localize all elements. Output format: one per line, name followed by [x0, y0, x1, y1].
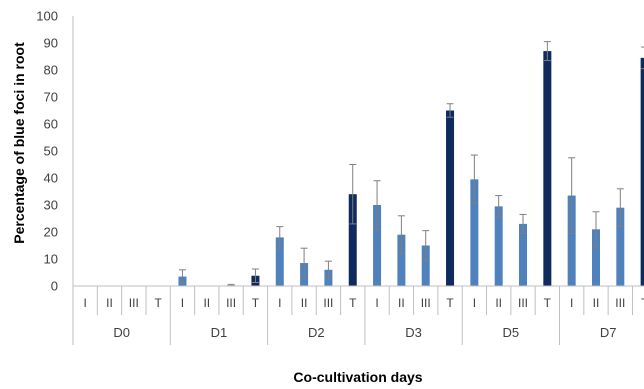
- bar: [519, 223, 528, 286]
- error-bar: [495, 195, 503, 218]
- y-tick-label: 10: [44, 252, 58, 267]
- axes: [72, 16, 644, 345]
- error-bar: [251, 268, 259, 283]
- y-tick-label: 60: [44, 117, 58, 132]
- category-label: III: [129, 296, 139, 310]
- x-axis-title: Co-cultivation days: [293, 369, 422, 385]
- category-label: T: [349, 296, 357, 310]
- group-label: D0: [113, 325, 130, 340]
- category-label: T: [252, 296, 260, 310]
- bar: [397, 234, 406, 286]
- error-bar: [446, 103, 454, 118]
- bar: [567, 195, 576, 286]
- y-axis-ticks: 0 10 20 30 40 50 60 70 80 90 100: [36, 9, 58, 294]
- category-label: III: [615, 296, 625, 310]
- category-label: T: [641, 296, 644, 310]
- category-label: I: [278, 296, 281, 310]
- bar: [470, 179, 479, 286]
- category-label: T: [154, 296, 162, 310]
- group-label: D2: [308, 325, 325, 340]
- category-label: III: [421, 296, 431, 310]
- category-label: III: [518, 296, 528, 310]
- error-bar: [397, 215, 405, 255]
- error-bar: [543, 41, 551, 62]
- y-tick-label: 50: [44, 144, 58, 159]
- total-bar: [640, 57, 644, 286]
- y-tick-label: 100: [36, 9, 58, 24]
- error-bar: [300, 247, 308, 279]
- category-label: III: [226, 296, 236, 310]
- category-label: II: [398, 296, 405, 310]
- total-bar: [543, 51, 552, 286]
- error-bar: [470, 154, 478, 205]
- bars: [81, 51, 644, 287]
- category-label: T: [544, 296, 552, 310]
- error-bar: [422, 230, 430, 261]
- error-bar: [324, 260, 332, 279]
- category-label: II: [203, 296, 210, 310]
- error-bar: [178, 269, 186, 284]
- y-tick-label: 90: [44, 36, 58, 51]
- bar: [616, 207, 625, 286]
- bar: [373, 205, 382, 286]
- y-tick-label: 20: [44, 225, 58, 240]
- group-label: D3: [405, 325, 422, 340]
- category-label: T: [446, 296, 454, 310]
- y-tick-label: 40: [44, 171, 58, 186]
- category-label: II: [593, 296, 600, 310]
- category-label: I: [473, 296, 476, 310]
- error-bar: [592, 211, 600, 248]
- error-bar: [373, 180, 381, 230]
- total-bar: [446, 110, 455, 286]
- error-bar: [349, 164, 357, 225]
- category-label: I: [181, 296, 184, 310]
- group-label: D1: [211, 325, 228, 340]
- error-bar: [276, 226, 284, 249]
- y-tick-label: 80: [44, 63, 58, 78]
- category-label: I: [375, 296, 378, 310]
- bar: [421, 245, 430, 286]
- y-tick-label: 30: [44, 198, 58, 213]
- category-label: II: [301, 296, 308, 310]
- category-label: III: [323, 296, 333, 310]
- group-label: D5: [503, 325, 520, 340]
- error-bar: [616, 188, 624, 228]
- bar: [275, 237, 284, 286]
- category-label: I: [570, 296, 573, 310]
- error-bar: [641, 46, 644, 70]
- category-label: II: [106, 296, 113, 310]
- group-label: D7: [600, 325, 617, 340]
- category-label: II: [495, 296, 502, 310]
- category-label: I: [83, 296, 86, 310]
- total-bar: [348, 194, 357, 286]
- y-tick-label: 70: [44, 90, 58, 105]
- y-axis-title: Percentage of blue foci in root: [11, 42, 27, 244]
- bar: [494, 206, 503, 286]
- error-bar: [568, 157, 576, 234]
- y-tick-label: 0: [51, 279, 58, 294]
- bar: [591, 229, 600, 286]
- error-bar: [519, 213, 527, 234]
